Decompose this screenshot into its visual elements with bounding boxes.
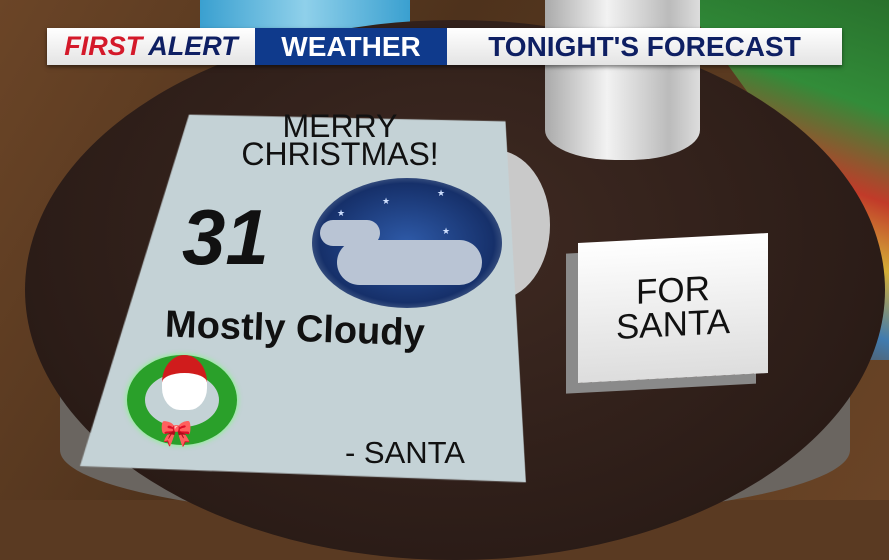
greeting-line1: MERRY — [282, 108, 398, 144]
temperature: 31 — [182, 193, 269, 281]
greeting: MERRY CHRISTMAS! — [205, 108, 475, 172]
night-cloudy-icon: ★ ★ ★ ★ — [312, 178, 502, 308]
star-icon: ★ — [382, 196, 391, 206]
star-icon: ★ — [442, 226, 451, 236]
star-icon: ★ — [437, 188, 446, 198]
tent-line2: SANTA — [615, 302, 731, 347]
for-santa-card: FOR SANTA — [578, 233, 768, 383]
condition-text: Mostly Cloudy — [164, 303, 426, 355]
brand-first: FIRST — [64, 31, 143, 61]
header-bar: FIRST ALERT WEATHER TONIGHT'S FORECAST — [47, 28, 842, 65]
star-icon: ★ — [337, 208, 346, 218]
santa-icon — [162, 355, 207, 410]
brand-first-alert: FIRST ALERT — [47, 28, 255, 65]
brand-weather: WEATHER — [255, 28, 447, 65]
signature: - SANTA — [345, 435, 465, 470]
greeting-line2: CHRISTMAS! — [241, 136, 439, 172]
brand-alert: ALERT — [148, 31, 238, 61]
milk-glass — [545, 0, 700, 160]
bow-icon: 🎀 — [160, 418, 193, 448]
header-title: TONIGHT'S FORECAST — [447, 28, 842, 65]
cloud-large — [337, 240, 482, 285]
